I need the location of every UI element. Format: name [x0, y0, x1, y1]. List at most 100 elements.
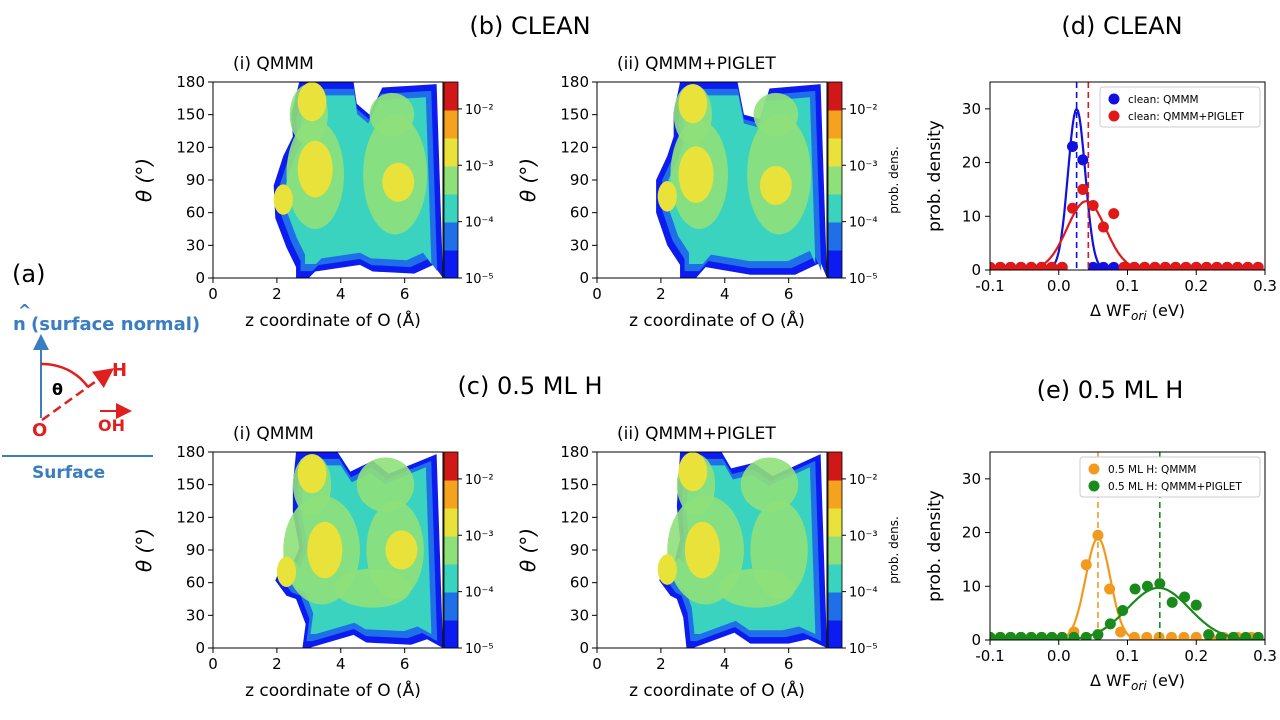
panel-e-title: (e) 0.5 ML H [1037, 376, 1184, 404]
heatmap-title: (ii) QMMM+PIGLET [617, 424, 776, 444]
x-axis-label: z coordinate of O (Å) [245, 679, 421, 701]
y-axis-label: prob. density [925, 490, 945, 602]
x-tick-label: 0.3 [1253, 647, 1277, 665]
y-tick-label: 180 [176, 443, 205, 461]
data-point [1166, 631, 1177, 640]
data-point [1118, 261, 1130, 270]
fit-curve [990, 537, 1265, 640]
x-tick-label: 4 [720, 655, 730, 673]
colorbar-frame [827, 81, 843, 279]
data-point [1056, 631, 1068, 640]
data-point [1036, 631, 1048, 640]
y-tick-label: 90 [186, 171, 205, 189]
y-tick-label: 10 [962, 577, 981, 595]
normal-n-label: n [13, 314, 26, 335]
data-point [1068, 631, 1080, 640]
data-point [1097, 221, 1109, 233]
y-tick-label: 150 [560, 106, 589, 124]
density-level-4 [753, 92, 799, 137]
x-label-unit: (eV) [1147, 671, 1185, 690]
density-hotspot [678, 452, 708, 492]
data-point [1128, 631, 1140, 640]
legend-box [1099, 86, 1261, 128]
colorbar-segment [444, 166, 458, 195]
colorbar-tick-label: 10⁻⁵ [465, 642, 494, 657]
y-axis-label: θ (°) [132, 528, 156, 572]
colorbar-tick-label: 10⁻⁵ [849, 272, 878, 287]
x-tick-label: 2 [272, 655, 282, 673]
colorbar-segment [444, 250, 458, 279]
density-hotspot [759, 165, 792, 206]
data-point [1005, 261, 1017, 270]
data-point [1036, 261, 1048, 270]
data-point [1180, 261, 1192, 270]
x-tick-label: 0.1 [1116, 647, 1140, 665]
data-point [1242, 261, 1254, 270]
y-tick-label: 30 [186, 606, 205, 624]
x-tick-label: 4 [720, 285, 730, 303]
colorbar-frame [443, 451, 459, 649]
data-point [994, 261, 1006, 270]
x-axis-label: z coordinate of O (Å) [629, 309, 805, 331]
y-tick-label: 30 [570, 236, 589, 254]
data-point [1067, 202, 1078, 214]
o-atom-label: O [32, 420, 47, 441]
x-axis-label: Δ WFori (eV) [1090, 301, 1185, 323]
data-point [1166, 596, 1178, 608]
legend-label: 0.5 ML H: QMMM+PIGLET [1108, 481, 1242, 493]
data-point [1108, 261, 1120, 270]
density-hotspot [297, 82, 327, 122]
density-hotspot [678, 84, 708, 124]
data-point [1252, 631, 1264, 640]
density-level-4 [369, 92, 415, 137]
colorbar-segment [828, 166, 842, 195]
data-point [1203, 629, 1215, 640]
data-point [1056, 261, 1068, 270]
colorbar-segment [444, 452, 458, 481]
density-hotspot [678, 146, 714, 203]
dist-area [990, 82, 1265, 270]
x-tick-label: 2 [656, 655, 666, 673]
y-tick-label: 0 [971, 631, 981, 649]
h-atom-label: H [112, 360, 127, 381]
x-axis-label: z coordinate of O (Å) [629, 679, 805, 701]
legend-marker [1108, 93, 1120, 105]
colorbar-frame [443, 81, 459, 279]
theta-arc [40, 362, 90, 388]
colorbar-segment [828, 592, 842, 621]
legend-label: clean: QMMM [1128, 94, 1199, 106]
x-tick-label: 0 [592, 285, 602, 303]
y-tick-label: 90 [570, 171, 589, 189]
x-tick-label: 0.3 [1253, 277, 1277, 295]
colorbar-segment [828, 82, 842, 111]
data-point [1221, 261, 1233, 270]
x-tick-label: 0 [592, 655, 602, 673]
colorbar-tick-label: 10⁻³ [849, 529, 878, 544]
colorbar-segment [444, 194, 458, 223]
data-point [1141, 580, 1153, 592]
data-point [1141, 631, 1153, 640]
colorbar-segment [828, 138, 842, 167]
distribution-clean: -0.1 0.0 0.1 0.2 0.3 0 10 20 30 Δ WFori (eV) prob.… [925, 81, 1277, 323]
y-tick-label: 120 [560, 138, 589, 156]
data-point [1046, 261, 1058, 270]
y-tick-label: 20 [962, 154, 981, 172]
data-point [1211, 261, 1223, 270]
legend-label: 0.5 ML H: QMMM [1108, 464, 1197, 476]
y-tick-label: 120 [560, 508, 589, 526]
data-point [1104, 583, 1116, 595]
legend-marker [1088, 480, 1100, 492]
data-point [1080, 559, 1092, 571]
data-point [1108, 208, 1120, 220]
data-point [1129, 583, 1141, 595]
panel-b-title: (b) CLEAN [469, 12, 590, 40]
x-tick-label: 0.0 [1047, 277, 1071, 295]
x-axis-label: z coordinate of O (Å) [245, 309, 421, 331]
heatmap-title: (ii) QMMM+PIGLET [617, 54, 776, 74]
colorbar-segment [828, 222, 842, 251]
data-point [1227, 631, 1239, 640]
data-point [1190, 261, 1202, 270]
x-tick-label: 0 [208, 655, 218, 673]
y-tick-label: 0 [579, 269, 589, 287]
